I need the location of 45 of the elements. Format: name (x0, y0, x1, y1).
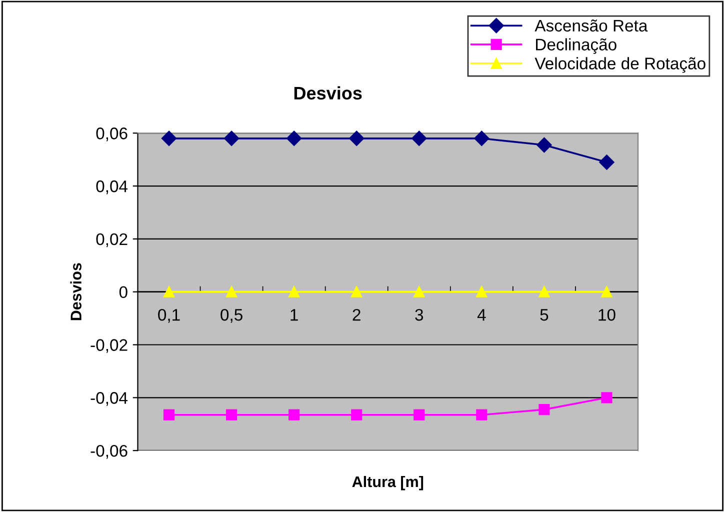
y-tick-label: -0,04 (90, 392, 128, 406)
point (601, 392, 612, 404)
point (599, 154, 614, 170)
x-tick-label: 2 (352, 308, 360, 321)
point (226, 409, 238, 420)
y-axis-title: Desvios (70, 263, 82, 320)
x-tick-label: 4 (477, 309, 486, 321)
y-tick-label: 0,02 (96, 233, 128, 248)
point (286, 130, 302, 146)
point (351, 286, 362, 298)
x-tick-label: 1 (290, 309, 298, 321)
x-tick-label: 10 (598, 308, 616, 321)
point (288, 286, 300, 298)
y-tick-label: -0,02 (90, 339, 128, 353)
y-tick-label: 0 (119, 286, 128, 298)
x-tick-label: 5 (540, 309, 548, 321)
x-tick-label: 0,5 (220, 308, 242, 323)
point (538, 404, 550, 416)
point (351, 409, 362, 420)
legend-label: Declinação (536, 38, 616, 54)
point (601, 286, 612, 298)
point (349, 130, 364, 146)
x-tick-label: 3 (415, 308, 424, 321)
point (476, 409, 488, 420)
point (288, 409, 300, 420)
point (161, 130, 177, 146)
point (224, 130, 240, 146)
y-tick-label: 0,04 (96, 180, 128, 194)
point (226, 286, 238, 298)
point (476, 286, 488, 298)
point (538, 286, 550, 298)
point (163, 286, 175, 298)
point (414, 286, 425, 298)
y-tick-label: 0,06 (96, 128, 128, 142)
point (163, 409, 175, 420)
legend-label: Velocidade de Rotação (534, 57, 706, 73)
point (536, 137, 552, 153)
point (474, 130, 490, 146)
y-tick-label: -0,06 (90, 444, 128, 459)
point (412, 130, 427, 146)
x-axis-title: Altura [m] (352, 476, 424, 490)
legend-label: Ascensão Reta (534, 19, 648, 32)
chart-title: Desvios (294, 86, 362, 100)
point (414, 409, 425, 420)
x-tick-label: 0,1 (158, 308, 180, 323)
